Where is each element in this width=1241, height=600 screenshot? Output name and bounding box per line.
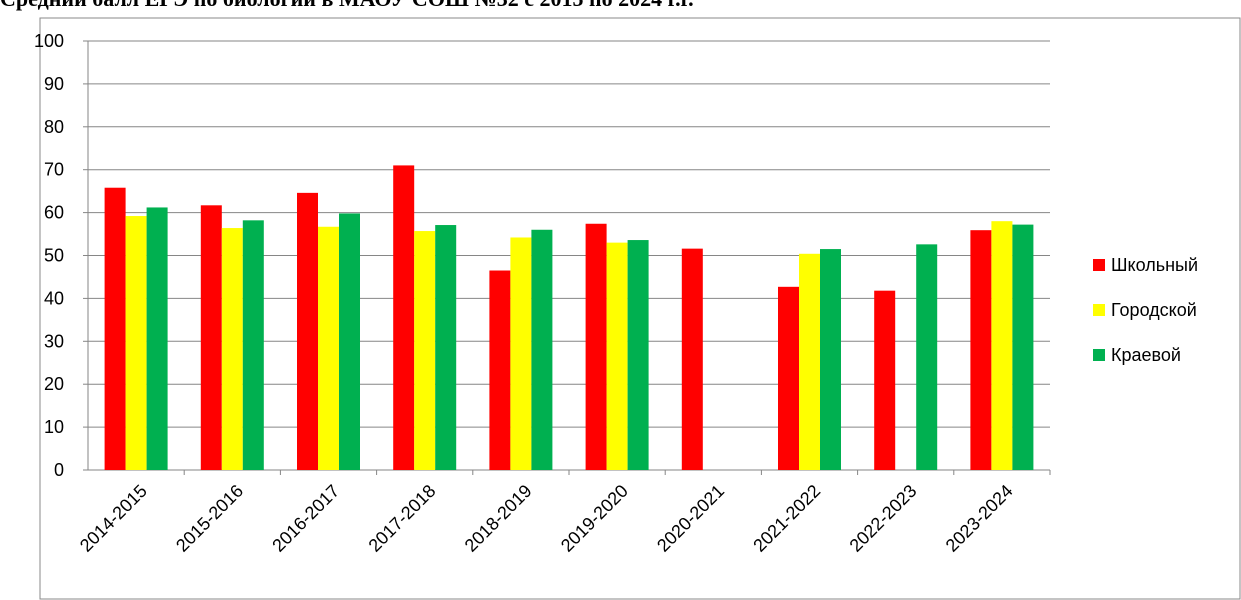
legend-swatch bbox=[1093, 304, 1105, 316]
y-tick-label: 50 bbox=[44, 246, 64, 266]
bar bbox=[104, 187, 126, 470]
bar bbox=[820, 249, 841, 470]
bar bbox=[681, 248, 703, 470]
y-tick-label: 80 bbox=[44, 117, 64, 137]
bar bbox=[585, 223, 607, 470]
bar bbox=[778, 286, 799, 470]
legend-label: Городской bbox=[1111, 300, 1197, 320]
bar bbox=[799, 253, 820, 470]
legend-swatch bbox=[1093, 349, 1105, 361]
bar bbox=[606, 242, 628, 470]
y-tick-label: 70 bbox=[44, 160, 64, 180]
y-tick-label: 10 bbox=[44, 417, 64, 437]
bar bbox=[221, 228, 243, 470]
legend-label: Краевой bbox=[1111, 345, 1181, 365]
bar bbox=[510, 237, 532, 470]
bar bbox=[393, 165, 415, 470]
bar bbox=[1012, 224, 1034, 470]
bar bbox=[339, 213, 360, 470]
y-tick-label: 40 bbox=[44, 288, 64, 308]
bar bbox=[916, 244, 938, 470]
bar bbox=[242, 220, 264, 470]
y-tick-label: 0 bbox=[54, 460, 64, 480]
bar bbox=[627, 240, 649, 470]
bar bbox=[991, 221, 1013, 470]
bar bbox=[970, 230, 992, 470]
bar bbox=[318, 226, 339, 470]
bar bbox=[874, 290, 896, 470]
bar bbox=[146, 207, 168, 470]
y-tick-label: 100 bbox=[34, 31, 64, 51]
legend-label: Школьный bbox=[1111, 255, 1198, 275]
bar bbox=[297, 192, 318, 470]
bar bbox=[200, 205, 222, 470]
y-tick-label: 90 bbox=[44, 74, 64, 94]
bar bbox=[489, 270, 511, 470]
bar bbox=[435, 225, 457, 470]
bar bbox=[531, 229, 553, 470]
bar bbox=[125, 216, 147, 470]
y-tick-label: 20 bbox=[44, 374, 64, 394]
y-tick-label: 60 bbox=[44, 203, 64, 223]
bar bbox=[414, 231, 436, 470]
y-tick-label: 30 bbox=[44, 331, 64, 351]
legend-swatch bbox=[1093, 259, 1105, 271]
chart-title: Средний балл ЕГЭ по биологии в МАОУ СОШ … bbox=[0, 0, 694, 11]
